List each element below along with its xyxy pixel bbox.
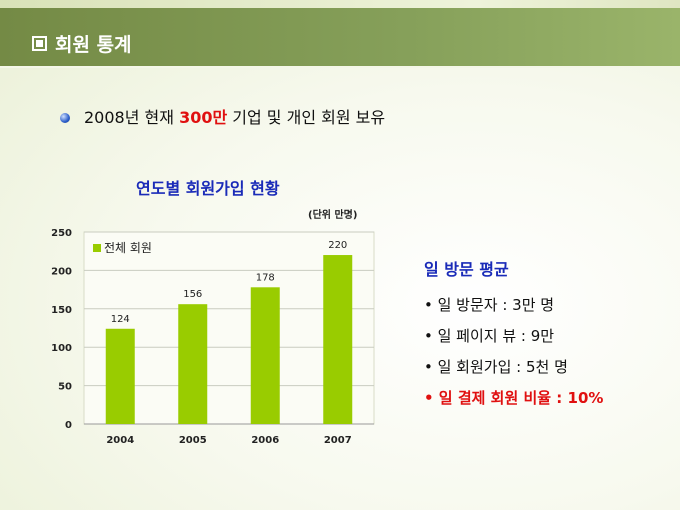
x-tick-label: 2004 <box>106 435 134 446</box>
bar <box>250 287 280 424</box>
top-strip <box>0 0 680 8</box>
side-list-item: • 일 회원가입 : 5천 명 <box>424 358 568 376</box>
legend-swatch <box>93 244 101 252</box>
x-tick-label: 2005 <box>179 435 207 446</box>
square-icon <box>32 36 47 51</box>
bar <box>178 304 208 424</box>
y-tick-label: 250 <box>51 228 72 239</box>
bar <box>105 328 135 424</box>
slide-title: 회원 통계 <box>32 30 132 57</box>
title-bar: 회원 통계 <box>0 8 680 68</box>
x-tick-label: 2006 <box>251 435 279 446</box>
legend-label: 전체 회원 <box>104 241 152 255</box>
y-tick-label: 200 <box>51 266 72 277</box>
y-tick-label: 100 <box>51 343 72 354</box>
data-label: 178 <box>256 272 275 283</box>
side-list-item: • 일 방문자 : 3만 명 <box>424 296 555 314</box>
headline-highlight: 300만 <box>179 108 228 127</box>
headline-pre: 2008년 현재 <box>84 108 180 127</box>
bar <box>323 255 353 424</box>
chart-title: 연도별 회원가입 현황 <box>136 179 280 198</box>
chart-unit-note: (단위 만명) <box>308 210 358 221</box>
y-tick-label: 150 <box>51 305 72 316</box>
y-tick-label: 50 <box>58 382 72 393</box>
data-label: 124 <box>111 314 130 325</box>
slide-title-text: 회원 통계 <box>55 34 132 56</box>
headline-post: 기업 및 개인 회원 보유 <box>227 108 386 127</box>
x-tick-label: 2007 <box>324 435 352 446</box>
y-tick-label: 0 <box>65 420 72 431</box>
side-list-item: • 일 페이지 뷰 : 9만 <box>424 327 555 345</box>
side-title: 일 방문 평균 <box>424 260 509 279</box>
bullet-ball-icon <box>60 113 70 123</box>
data-label: 156 <box>183 289 202 300</box>
data-label: 220 <box>328 240 347 251</box>
side-list-item: • 일 결제 회원 비율 : 10% <box>424 389 604 407</box>
headline: 2008년 현재 300만 기업 및 개인 회원 보유 <box>60 104 385 128</box>
